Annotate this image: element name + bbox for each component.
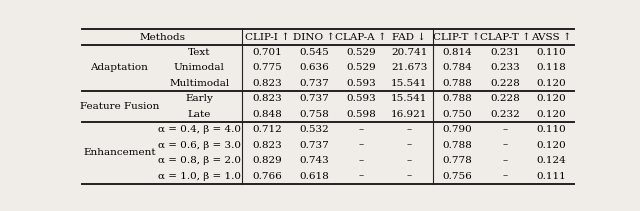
Text: 0.778: 0.778	[442, 156, 472, 165]
Text: 0.790: 0.790	[442, 125, 472, 134]
Text: CLIP-I ↑: CLIP-I ↑	[245, 32, 290, 42]
Text: 0.529: 0.529	[346, 64, 376, 72]
Text: Unimodal: Unimodal	[174, 64, 225, 72]
Text: CLAP-T ↑: CLAP-T ↑	[480, 32, 531, 42]
Text: 0.829: 0.829	[253, 156, 282, 165]
Text: 0.120: 0.120	[537, 141, 566, 150]
Text: Multimodal: Multimodal	[169, 79, 230, 88]
Text: –: –	[407, 141, 412, 150]
Text: 15.541: 15.541	[391, 94, 428, 103]
Text: –: –	[503, 125, 508, 134]
Text: 0.233: 0.233	[491, 64, 520, 72]
Text: 0.743: 0.743	[300, 156, 329, 165]
Text: 0.814: 0.814	[442, 48, 472, 57]
Text: 0.598: 0.598	[346, 110, 376, 119]
Text: 0.532: 0.532	[300, 125, 329, 134]
Text: α = 0.8, β = 2.0: α = 0.8, β = 2.0	[158, 156, 241, 165]
Text: Feature Fusion: Feature Fusion	[80, 102, 159, 111]
Text: –: –	[503, 156, 508, 165]
Text: 0.788: 0.788	[442, 94, 472, 103]
Text: –: –	[358, 156, 364, 165]
Text: 15.541: 15.541	[391, 79, 428, 88]
Text: α = 0.4, β = 4.0: α = 0.4, β = 4.0	[158, 125, 241, 134]
Text: Methods: Methods	[140, 32, 186, 42]
Text: 0.756: 0.756	[442, 172, 472, 181]
Text: 0.118: 0.118	[537, 64, 566, 72]
Text: α = 1.0, β = 1.0: α = 1.0, β = 1.0	[158, 172, 241, 181]
Text: 0.231: 0.231	[491, 48, 520, 57]
Text: 0.545: 0.545	[300, 48, 329, 57]
Text: 0.775: 0.775	[253, 64, 282, 72]
Text: 0.110: 0.110	[537, 48, 566, 57]
Text: 0.712: 0.712	[253, 125, 282, 134]
Text: 0.784: 0.784	[442, 64, 472, 72]
Text: DINO ↑: DINO ↑	[293, 32, 335, 42]
Text: 0.120: 0.120	[537, 110, 566, 119]
Text: 0.737: 0.737	[300, 141, 329, 150]
Text: –: –	[407, 172, 412, 181]
Text: 0.120: 0.120	[537, 94, 566, 103]
Text: 16.921: 16.921	[391, 110, 428, 119]
Text: 0.593: 0.593	[346, 94, 376, 103]
Text: –: –	[503, 141, 508, 150]
Text: α = 0.6, β = 3.0: α = 0.6, β = 3.0	[158, 141, 241, 150]
Text: 0.593: 0.593	[346, 79, 376, 88]
Text: 0.737: 0.737	[300, 94, 329, 103]
Text: Adaptation: Adaptation	[90, 64, 148, 72]
Text: 0.111: 0.111	[537, 172, 566, 181]
Text: CLAP-A ↑: CLAP-A ↑	[335, 32, 387, 42]
Text: 0.529: 0.529	[346, 48, 376, 57]
Text: AVSS ↑: AVSS ↑	[531, 32, 572, 42]
Text: 0.228: 0.228	[491, 94, 520, 103]
Text: 0.848: 0.848	[253, 110, 282, 119]
Text: –: –	[407, 125, 412, 134]
Text: 0.232: 0.232	[491, 110, 520, 119]
Text: Enhancement: Enhancement	[83, 148, 156, 157]
Text: Late: Late	[188, 110, 211, 119]
Text: 0.636: 0.636	[300, 64, 329, 72]
Text: 0.750: 0.750	[442, 110, 472, 119]
Text: 0.701: 0.701	[253, 48, 282, 57]
Text: 0.228: 0.228	[491, 79, 520, 88]
Text: –: –	[358, 141, 364, 150]
Text: 0.823: 0.823	[253, 141, 282, 150]
Text: –: –	[503, 172, 508, 181]
Text: Text: Text	[188, 48, 211, 57]
Text: FAD ↓: FAD ↓	[392, 32, 426, 42]
Text: 0.766: 0.766	[253, 172, 282, 181]
Text: 0.788: 0.788	[442, 141, 472, 150]
Text: 21.673: 21.673	[391, 64, 428, 72]
Text: 0.120: 0.120	[537, 79, 566, 88]
Text: 0.823: 0.823	[253, 79, 282, 88]
Text: 0.758: 0.758	[300, 110, 329, 119]
Text: 0.618: 0.618	[300, 172, 329, 181]
Text: 0.737: 0.737	[300, 79, 329, 88]
Text: –: –	[358, 125, 364, 134]
Text: CLIP-T ↑: CLIP-T ↑	[433, 32, 481, 42]
Text: 0.124: 0.124	[537, 156, 566, 165]
Text: –: –	[407, 156, 412, 165]
Text: 0.110: 0.110	[537, 125, 566, 134]
Text: Early: Early	[186, 94, 213, 103]
Text: –: –	[358, 172, 364, 181]
Text: 20.741: 20.741	[391, 48, 428, 57]
Text: 0.788: 0.788	[442, 79, 472, 88]
Text: 0.823: 0.823	[253, 94, 282, 103]
